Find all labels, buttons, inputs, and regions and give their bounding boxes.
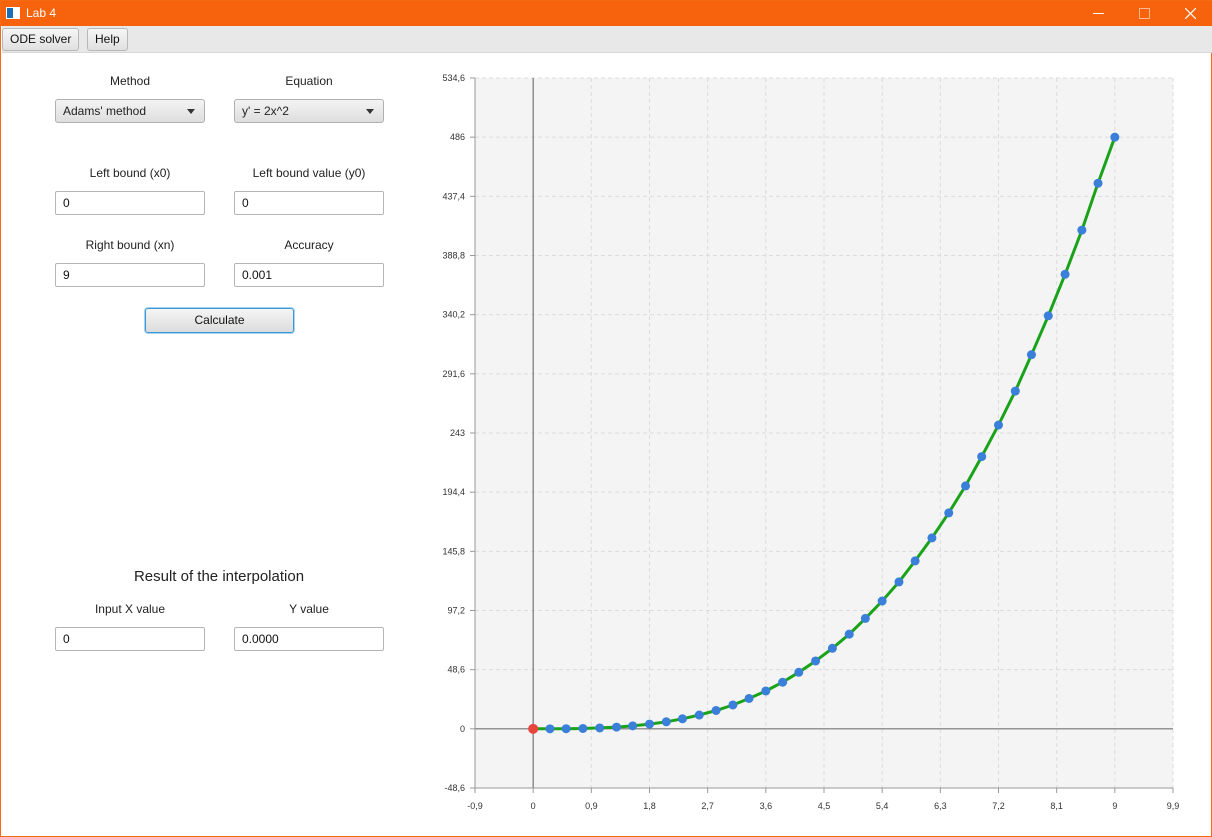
y-tick-label: 291,6 [442,369,465,379]
x-tick-label: -0,9 [467,801,483,811]
accuracy-input[interactable]: 0.001 [234,263,384,287]
x-tick-label: 1,8 [643,801,656,811]
x-tick-label: 6,3 [934,801,947,811]
data-point [661,717,671,727]
data-point [1110,132,1120,142]
y-tick-label: 48,6 [447,665,465,675]
data-point [561,724,571,734]
data-point [910,556,920,566]
y-tick-label: 340,2 [442,310,465,320]
data-point [761,686,771,696]
data-point [977,452,987,462]
accuracy-label: Accuracy [284,238,334,252]
input-x-label: Input X value [94,602,166,616]
close-button[interactable] [1167,1,1212,26]
app-icon [6,7,20,19]
data-point [961,481,971,491]
x-tick-label: 9 [1112,801,1117,811]
right-bound-input[interactable]: 9 [55,263,205,287]
y-tick-label: -48,6 [444,783,465,793]
close-icon [1184,8,1196,19]
equation-select-value: y' = 2x^2 [242,104,289,118]
data-point [545,724,555,734]
input-x-field[interactable]: 0 [55,627,205,651]
data-point [811,656,821,666]
y-tick-label: 243 [450,428,465,438]
data-point [711,705,721,715]
y-tick-label: 437,4 [442,191,465,201]
highlight-point [528,723,539,734]
chevron-down-icon [366,109,374,114]
x-tick-label: 4,5 [818,801,831,811]
method-select[interactable]: Adams' method [55,99,205,123]
data-point [1060,269,1070,279]
left-bound-input[interactable]: 0 [55,191,205,215]
x-tick-label: 2,7 [701,801,714,811]
data-point [778,677,788,687]
x-tick-label: 0 [531,801,536,811]
data-point [645,719,654,729]
chevron-down-icon [187,109,195,114]
menu-bar: ODE solver Help [2,26,1212,53]
minimize-icon [1092,13,1104,14]
x-tick-label: 0,9 [585,801,598,811]
method-label: Method [109,74,151,88]
x-tick-label: 9,9 [1167,801,1180,811]
data-point [844,629,854,639]
x-tick-label: 3,6 [760,801,773,811]
data-point [595,723,605,733]
y-tick-label: 97,2 [447,606,465,616]
equation-label: Equation [285,74,333,88]
data-point [628,721,638,731]
maximize-button[interactable] [1121,1,1167,26]
y-tick-label: 0 [460,724,465,734]
left-bound-value-label: Left bound value (y0) [252,166,366,180]
data-point [744,693,754,703]
window-title: Lab 4 [26,6,57,20]
title-bar[interactable]: Lab 4 [1,1,1212,26]
data-point [578,723,588,733]
y-value-field: 0.0000 [234,627,384,651]
y-tick-label: 388,8 [442,251,465,261]
menu-help[interactable]: Help [87,28,128,51]
data-point [1010,386,1020,396]
data-point [877,596,887,606]
x-tick-label: 5,4 [876,801,889,811]
right-bound-label: Right bound (xn) [85,238,175,252]
left-bound-value-input[interactable]: 0 [234,191,384,215]
method-select-value: Adams' method [63,104,146,118]
data-point [894,577,904,587]
menu-ode-solver[interactable]: ODE solver [2,28,80,51]
data-point [1026,350,1036,360]
y-tick-label: 486 [450,132,465,142]
data-point [827,643,837,653]
data-point [1093,178,1103,188]
data-point [794,667,804,677]
y-tick-label: 194,4 [442,487,465,497]
x-tick-label: 7,2 [992,801,1005,811]
data-point [927,533,937,543]
data-point [1077,225,1087,235]
minimize-button[interactable] [1075,1,1121,26]
y-tick-label: 534,6 [442,73,465,83]
calculate-button[interactable]: Calculate [145,308,294,333]
data-point [944,508,954,518]
solution-chart: -0,9 0 0,9 1,8 2,7 3,6 4,5 5,4 6,3 7,2 8,1 9 9,9 534,… [442,73,1180,811]
data-point [694,710,704,720]
y-value-label: Y value [289,602,329,616]
data-point [994,420,1003,430]
equation-select[interactable]: y' = 2x^2 [234,99,384,123]
data-point [860,613,870,623]
data-point [612,722,622,732]
interpolation-title: Result of the interpolation [133,568,305,585]
data-point [1043,311,1053,321]
maximize-icon [1138,8,1150,19]
data-point [728,700,738,710]
x-tick-label: 8,1 [1050,801,1063,811]
data-point [677,714,687,724]
left-bound-label: Left bound (x0) [89,166,171,180]
y-tick-label: 145,8 [442,546,465,556]
